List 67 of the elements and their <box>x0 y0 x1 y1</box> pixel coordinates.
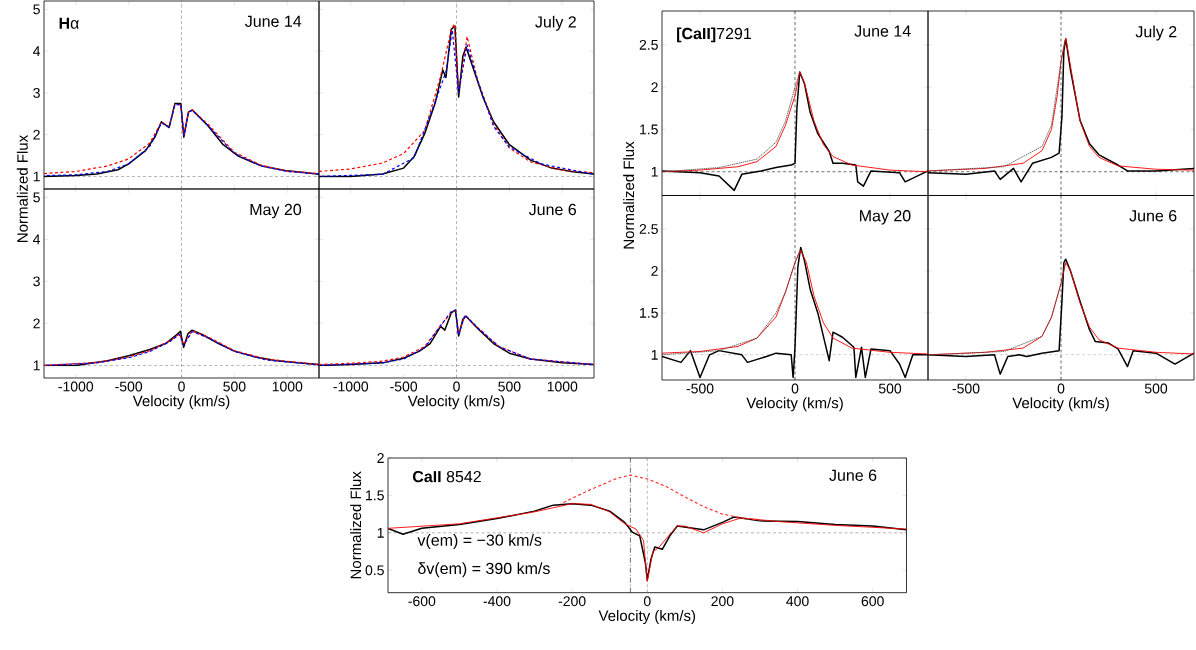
y-tick-label: 1 <box>651 166 658 177</box>
x-tick-label: 1000 <box>272 381 303 392</box>
y-tick-label: 5 <box>33 192 40 203</box>
text: June 14 <box>854 25 911 37</box>
x-tick-label: -1000 <box>58 381 94 392</box>
x-tick-label: -500 <box>686 383 714 394</box>
x-tick-label: 500 <box>498 381 521 392</box>
x-tick-label: 500 <box>878 383 902 394</box>
text: May 20 <box>860 210 911 225</box>
x-axis-title: Velocity (km/s) <box>132 395 230 410</box>
annotation: v(em) = −30 km/s <box>417 534 542 549</box>
y-tick-label: 2 <box>33 129 40 140</box>
x-tick-label: 600 <box>861 596 884 607</box>
y-tick-label: 2.5 <box>639 224 658 234</box>
x-tick-label: -400 <box>483 596 511 607</box>
x-tick-label: 1000 <box>547 381 578 392</box>
y-tick-label: 4 <box>33 234 41 245</box>
x-tick-label: 500 <box>1144 383 1168 394</box>
x-tick-label: 0 <box>791 383 799 394</box>
annotation: [CaII]7291 <box>677 27 751 43</box>
y-tick-label: 3 <box>33 87 40 98</box>
x-axis-title: Velocity (km/s) <box>598 610 696 624</box>
x-tick-label: 0 <box>643 596 651 607</box>
x-axis-title: Velocity (km/s) <box>746 397 843 412</box>
text: May 20 <box>250 203 302 219</box>
y-tick-label: 1 <box>33 171 40 182</box>
y-tick-label: 1.5 <box>640 308 658 318</box>
x-axis-title: Velocity (km/s) <box>407 395 505 410</box>
y-tick-label: 1 <box>377 528 384 538</box>
y-tick-label: 2 <box>651 82 658 93</box>
y-tick-label: 1 <box>651 350 658 360</box>
y-tick-label: 1.5 <box>640 124 658 135</box>
x-tick-label: 0 <box>178 381 185 392</box>
text: June 6 <box>1129 210 1177 222</box>
x-tick-label: -600 <box>408 596 436 607</box>
x-tick-label: 500 <box>223 381 246 392</box>
y-tick-label: 1 <box>33 360 40 371</box>
annotation: CaII 8542 <box>412 470 481 483</box>
text: June 6 <box>829 469 877 481</box>
y-tick-label: 5 <box>33 4 40 15</box>
x-tick-label: 400 <box>786 596 809 607</box>
text: July 2 <box>535 15 576 31</box>
x-axis-title: Velocity (km/s) <box>1012 397 1109 412</box>
y-axis-title: Normalized Flux <box>16 135 28 242</box>
y-tick-label: 1.5 <box>366 490 384 501</box>
y-tick-label: 4 <box>33 46 41 56</box>
y-tick-label: 2.5 <box>639 39 658 50</box>
y-tick-label: 2 <box>377 453 384 463</box>
x-tick-label: -200 <box>558 596 586 607</box>
x-tick-label: 0 <box>1057 383 1065 394</box>
x-tick-label: -500 <box>115 381 143 392</box>
text: July 2 <box>1135 25 1177 41</box>
y-tick-label: 2 <box>651 266 658 276</box>
y-tick-label: 2 <box>33 318 40 329</box>
y-axis-title: Normalized Flux <box>623 141 635 249</box>
text: June 14 <box>245 15 302 27</box>
x-tick-label: -500 <box>952 383 980 394</box>
text: June 6 <box>528 203 576 216</box>
annotation: δv(em) = 390 km/s <box>418 562 550 578</box>
x-tick-label: 0 <box>453 381 460 392</box>
y-tick-label: 3 <box>33 276 40 287</box>
annotation: Hα <box>59 17 79 29</box>
y-axis-title: Normalized Flux <box>350 471 362 579</box>
y-tick-label: 0.5 <box>365 565 384 576</box>
x-tick-label: -1000 <box>333 381 369 392</box>
x-tick-label: 200 <box>711 596 734 607</box>
x-tick-label: -500 <box>390 381 418 392</box>
